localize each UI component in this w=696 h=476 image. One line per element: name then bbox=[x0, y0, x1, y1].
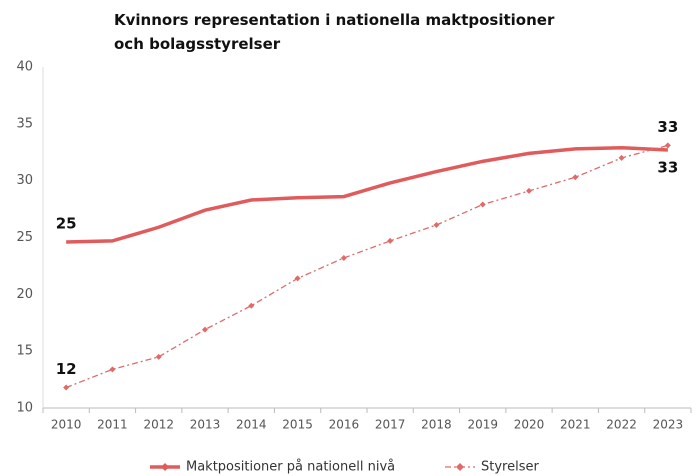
data-label: 25 bbox=[56, 215, 77, 233]
point bbox=[479, 201, 486, 208]
legend-label: Maktpositioner på nationell nivå bbox=[186, 460, 395, 475]
point bbox=[294, 275, 301, 282]
x-tick-label: 2012 bbox=[143, 418, 174, 432]
legend-marker bbox=[456, 463, 464, 471]
point bbox=[433, 221, 440, 228]
x-tick-label: 2023 bbox=[653, 418, 684, 432]
series-line bbox=[65, 144, 669, 389]
data-label: 33 bbox=[657, 118, 678, 136]
y-tick-label: 10 bbox=[16, 401, 33, 416]
y-tick-label: 35 bbox=[16, 116, 33, 131]
x-tick-label: 2010 bbox=[51, 418, 82, 432]
x-tick-label: 2015 bbox=[282, 418, 313, 432]
data-label: 33 bbox=[657, 158, 678, 176]
point bbox=[572, 174, 579, 181]
data-label: 12 bbox=[56, 360, 77, 378]
legend-marker bbox=[161, 463, 169, 471]
point bbox=[387, 237, 394, 244]
x-tick-label: 2018 bbox=[421, 418, 452, 432]
point bbox=[109, 366, 116, 373]
x-tick-label: 2014 bbox=[236, 418, 267, 432]
point bbox=[202, 326, 208, 333]
legend-label: Styrelser bbox=[481, 460, 539, 475]
x-tick-label: 2011 bbox=[97, 418, 128, 432]
x-tick-label: 2020 bbox=[514, 418, 545, 432]
x-tick-label: 2021 bbox=[560, 418, 591, 432]
point bbox=[63, 384, 70, 391]
series-line bbox=[66, 145, 668, 244]
point bbox=[526, 187, 532, 194]
y-tick-label: 40 bbox=[16, 60, 33, 75]
point bbox=[155, 353, 162, 360]
chart-title: Kvinnors representation i nationella mak… bbox=[114, 11, 555, 53]
y-tick-label: 15 bbox=[16, 344, 33, 359]
point bbox=[248, 302, 255, 309]
x-tick-label: 2013 bbox=[190, 418, 221, 432]
x-tick-label: 2019 bbox=[467, 418, 498, 432]
y-tick-label: 30 bbox=[16, 173, 33, 188]
x-tick-label: 2022 bbox=[606, 418, 637, 432]
x-tick-label: 2017 bbox=[375, 418, 406, 432]
point bbox=[618, 154, 625, 161]
y-tick-label: 20 bbox=[16, 287, 33, 302]
x-tick-label: 2016 bbox=[329, 418, 360, 432]
point bbox=[664, 142, 671, 149]
point bbox=[340, 254, 347, 261]
y-tick-label: 25 bbox=[16, 230, 33, 245]
